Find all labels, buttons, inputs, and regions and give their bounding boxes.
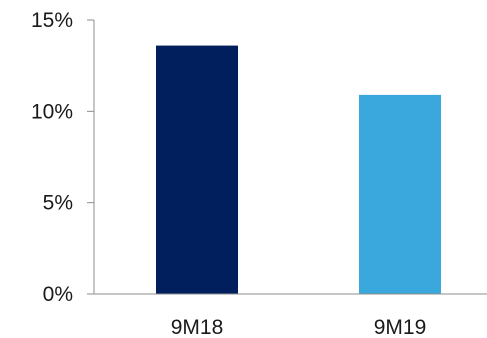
bar-9m18 (156, 45, 238, 294)
y-tick-label: 15% (31, 9, 73, 32)
x-category-label: 9M18 (171, 316, 224, 338)
x-category-label: 9M19 (374, 316, 427, 338)
bars (156, 45, 441, 294)
y-tick-label: 5% (43, 192, 73, 215)
y-tick-label: 10% (31, 100, 73, 123)
x-axis: 9M18 9M19 (94, 293, 487, 338)
bar-9m19 (359, 94, 441, 294)
y-tick-label: 0% (43, 283, 73, 306)
y-axis: 0% 5% 10% 15% (31, 9, 95, 306)
